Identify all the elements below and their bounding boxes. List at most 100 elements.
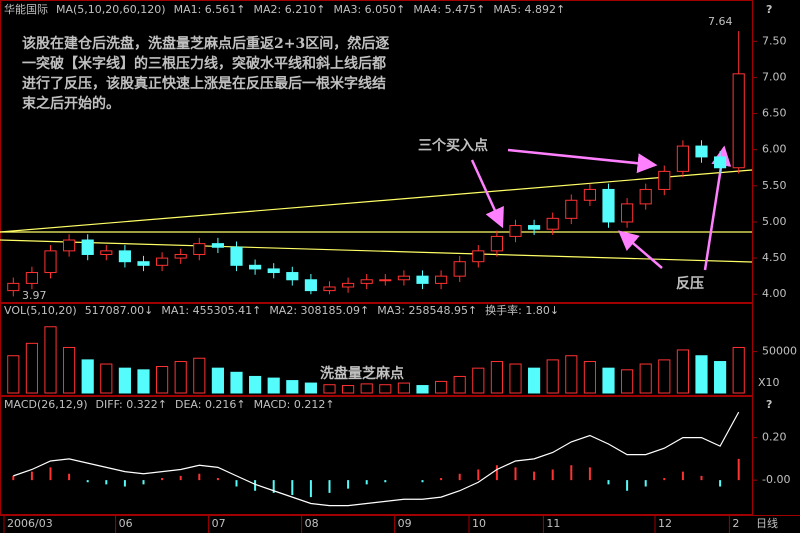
candle-body xyxy=(695,145,708,158)
annotation: 该股在建仓后洗盘，洗盘量芝麻点后重返2+3区间，然后逐 xyxy=(22,35,389,52)
volume-bar xyxy=(621,369,634,394)
y-tick-label: 6.50 xyxy=(762,107,787,120)
x-tick-label: 10 xyxy=(472,517,486,530)
candle-body xyxy=(211,243,224,248)
volume-bar xyxy=(714,361,727,394)
candle-body xyxy=(7,282,20,292)
volume-bar xyxy=(25,342,38,394)
header-label: 517087.00↓ xyxy=(85,304,154,317)
unit-label: X10 xyxy=(758,376,780,389)
candle-body xyxy=(397,275,410,281)
volume-bar xyxy=(546,359,559,394)
x-tick-label: 2 xyxy=(732,517,739,530)
volume-bar xyxy=(100,363,113,394)
candle-body xyxy=(714,156,727,169)
x-tick-label: 2006/03 xyxy=(7,517,53,530)
y-tick-label: 7.00 xyxy=(762,70,787,83)
candle-body xyxy=(546,217,559,230)
volume-bar xyxy=(137,369,150,394)
header-label: VOL(5,10,20) xyxy=(4,304,77,317)
arrow xyxy=(507,148,658,174)
y-tick-label: 5.50 xyxy=(762,179,787,192)
y-tick-label: 6.00 xyxy=(762,143,787,156)
period-label: 日线 xyxy=(756,516,778,530)
volume-bar xyxy=(323,384,336,394)
candle-body xyxy=(81,239,94,255)
candle-body xyxy=(174,253,187,259)
volume-bar xyxy=(360,383,373,394)
volume-bar xyxy=(44,326,57,394)
volume-bar xyxy=(658,359,671,394)
candle-body xyxy=(342,282,355,288)
y-tick-label: -0.00 xyxy=(762,473,790,486)
max-label: 7.64 xyxy=(708,15,733,28)
candle-body xyxy=(230,246,243,266)
header-label: DEA: 0.216↑ xyxy=(175,398,246,411)
volume-bar xyxy=(509,363,522,394)
volume-bar xyxy=(565,355,578,394)
header-label: MA5: 4.892↑ xyxy=(493,3,565,16)
candle-body xyxy=(639,188,652,205)
volume-bar xyxy=(602,367,615,394)
annotation: 进行了反压，该股真正快速上涨是在反压最后一根米字线结 xyxy=(22,75,386,92)
candle-body xyxy=(249,264,262,270)
candle-body xyxy=(583,188,596,201)
volume-bar xyxy=(156,366,169,394)
candle-body xyxy=(25,272,38,284)
x-tick-label: 06 xyxy=(119,517,133,530)
x-tick-label: 12 xyxy=(658,517,672,530)
candle-body xyxy=(490,235,503,252)
candle-body xyxy=(453,261,466,277)
rising-line xyxy=(0,169,753,233)
y-tick-label: 50000 xyxy=(762,345,797,358)
volume-bar xyxy=(230,371,243,394)
header-label: DIFF: 0.322↑ xyxy=(96,398,167,411)
volume-bar xyxy=(732,346,745,394)
x-tick-label: 08 xyxy=(305,517,319,530)
volume-bar xyxy=(286,380,299,394)
arrows xyxy=(470,145,732,271)
header-label: MA1: 455305.41↑ xyxy=(161,304,261,317)
annotation: 反压 xyxy=(676,275,704,292)
candle-body xyxy=(360,279,373,284)
volume-bar xyxy=(249,375,262,394)
volume-bar xyxy=(472,367,485,394)
candle-body xyxy=(286,272,299,281)
volume-bar xyxy=(379,384,392,394)
header-label: MA3: 258548.95↑ xyxy=(377,304,477,317)
candle-body xyxy=(323,286,336,292)
y-tick-label: 4.00 xyxy=(762,287,787,300)
candle-body xyxy=(435,275,448,284)
volume-bar xyxy=(342,385,355,394)
header-label: MA3: 6.050↑ xyxy=(333,3,405,16)
candle-body xyxy=(416,275,429,284)
volume-bar xyxy=(211,367,224,394)
candle-body xyxy=(44,250,57,274)
annotation: 束之后开始的。 xyxy=(22,95,120,112)
candle-body xyxy=(565,199,578,219)
panel-frames xyxy=(0,0,800,516)
candle-body xyxy=(100,250,113,255)
volume-bar xyxy=(267,377,280,394)
header-label: MACD(26,12,9) xyxy=(4,398,88,411)
volume-bar xyxy=(81,359,94,394)
volume-bar xyxy=(304,382,317,394)
candle-body xyxy=(732,73,745,169)
annotation: 洗盘量芝麻点 xyxy=(320,365,404,382)
volume-bar xyxy=(193,357,206,394)
x-tick-label: 11 xyxy=(546,517,560,530)
volume-bar xyxy=(453,375,466,394)
candle-body xyxy=(676,145,689,172)
arrow xyxy=(703,145,732,271)
candle-body xyxy=(658,170,671,190)
volume-bar xyxy=(118,367,131,394)
volume-frame xyxy=(0,303,753,396)
header-label: MA(5,10,20,60,120) xyxy=(56,3,166,16)
candle-body xyxy=(602,188,615,223)
price-frame xyxy=(0,0,753,303)
y-tick-label: 5.00 xyxy=(762,215,787,228)
macd-frame xyxy=(0,396,753,515)
header-label: MA2: 308185.09↑ xyxy=(269,304,369,317)
